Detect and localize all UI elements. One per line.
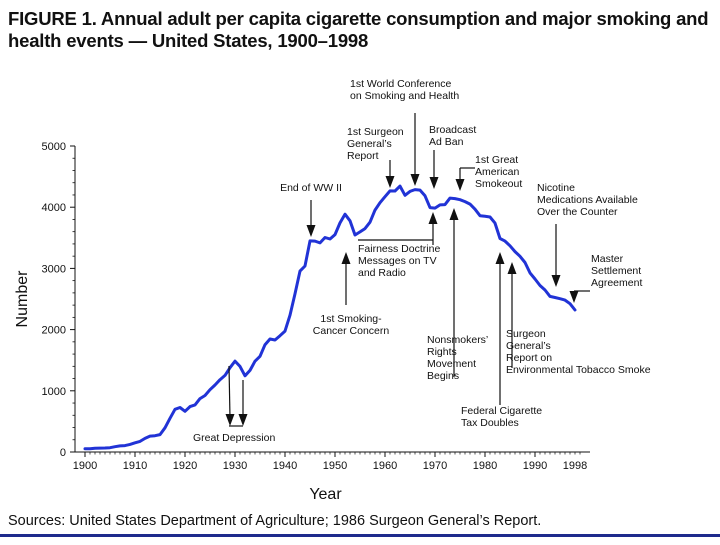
annotation-label-line: Rights xyxy=(427,346,457,358)
annotation-0: Great Depression xyxy=(193,366,275,444)
annotation-label: Master Settlement Agreement xyxy=(591,253,642,289)
annotation-7: 1st Great American Smokeout xyxy=(456,154,523,191)
annotation-arrow-head xyxy=(508,262,517,274)
annotation-label-line: General’s xyxy=(506,340,551,352)
annotation-label: 1st Great American Smokeout xyxy=(475,154,522,190)
x-tick-label: 1970 xyxy=(423,460,447,472)
annotation-label-line: End of WW II xyxy=(280,182,342,194)
annotation-label: Surgeon General’s Report on Environmental T… xyxy=(506,328,651,376)
x-tick-label: 1910 xyxy=(123,460,147,472)
annotation-label: Broadcast Ad Ban xyxy=(429,124,476,148)
annotation-label-line: 1st World Conference xyxy=(350,78,452,90)
y-tick-label: 1000 xyxy=(42,386,66,398)
annotation-label: 1st Surgeon General’s Report xyxy=(347,126,404,162)
annotation-6: Broadcast Ad Ban xyxy=(429,124,476,189)
annotation-label: Great Depression xyxy=(193,432,275,444)
annotation-label-line: Nicotine xyxy=(537,182,575,194)
annotation-label-line: and Radio xyxy=(358,267,406,279)
y-tick-label: 5000 xyxy=(42,141,66,153)
x-tick-label: 1960 xyxy=(373,460,397,472)
annotation-label-line: General’s xyxy=(347,138,392,150)
annotation-label-line: Tax Doubles xyxy=(461,417,519,429)
annotation-arrow-head xyxy=(570,291,579,303)
annotation-arrow-head xyxy=(239,414,248,426)
y-axis-label: Number xyxy=(14,270,31,328)
x-tick-label: 1920 xyxy=(173,460,197,472)
annotation-arrow-head xyxy=(456,179,465,191)
annotation-label-line: Fairness Doctrine xyxy=(358,243,440,255)
annotation-arrow-head xyxy=(411,174,420,186)
x-tick-label: 1900 xyxy=(73,460,97,472)
annotation-label-line: 1st Smoking- xyxy=(320,313,382,325)
annotation-label-line: Smokeout xyxy=(475,178,522,190)
annotation-label-line: Report on xyxy=(506,352,552,364)
annotation-label-line: Messages on TV xyxy=(358,255,437,267)
annotation-label-line: Over the Counter xyxy=(537,206,618,218)
bottom-divider xyxy=(0,534,720,537)
annotation-label-line: Movement xyxy=(427,358,476,370)
annotation-label-line: on Smoking and Health xyxy=(350,90,459,102)
annotation-label-line: Master xyxy=(591,253,624,265)
annotation-label: Nonsmokers’ Rights Movement Begins xyxy=(427,334,488,382)
annotation-5: 1st Surgeon General’s Report xyxy=(347,126,404,188)
chart-container: 0 1000 2000 3000 4000 5000 1900 1910 1920 1930 194… xyxy=(0,0,720,540)
x-tick-label: 1990 xyxy=(523,460,547,472)
annotation-8: Nonsmokers’ Rights Movement Begins xyxy=(427,208,488,382)
annotation-arrow-head xyxy=(429,212,438,224)
annotation-label: 1st World Conference on Smoking and Healt… xyxy=(350,78,459,102)
annotation-label: End of WW II xyxy=(280,182,342,194)
annotation-arrow-head xyxy=(386,176,395,188)
annotation-label: Federal Cigarette Tax Doubles xyxy=(461,405,542,429)
annotation-arrow-head xyxy=(430,177,439,189)
annotation-label-line: Settlement xyxy=(591,265,641,277)
annotation-label-line: Environmental Tobacco Smoke xyxy=(506,364,651,376)
annotation-arrow-head xyxy=(226,414,235,426)
annotation-label-line: Agreement xyxy=(591,277,642,289)
annotation-arrow-head xyxy=(450,208,459,220)
annotation-label-line: American xyxy=(475,166,520,178)
y-tick-label: 0 xyxy=(60,447,66,459)
annotation-label: 1st Smoking-Cancer Concern xyxy=(313,313,390,337)
annotation-label-line: Great Depression xyxy=(193,432,275,444)
annotation-arrow-head xyxy=(496,252,505,264)
annotation-label-line: Ad Ban xyxy=(429,136,464,148)
annotations-group: Great Depression End of WW II 1st Smoking-… xyxy=(193,78,651,444)
y-tick-label: 4000 xyxy=(42,202,66,214)
x-tick-label: 1980 xyxy=(473,460,497,472)
x-tick-label: 1930 xyxy=(223,460,247,472)
annotation-arrow-head xyxy=(307,225,316,237)
x-tick-label: 1950 xyxy=(323,460,347,472)
annotation-label-line: 1st Surgeon xyxy=(347,126,404,138)
consumption-line-chart: 0 1000 2000 3000 4000 5000 1900 1910 1920 1930 194… xyxy=(0,0,720,540)
annotation-arrow-head xyxy=(342,252,351,264)
annotation-label-line: Nonsmokers’ xyxy=(427,334,488,346)
x-tick-label: 1998 xyxy=(563,460,587,472)
annotation-1: End of WW II xyxy=(280,182,342,237)
x-tick-label: 1940 xyxy=(273,460,297,472)
x-axis-label: Year xyxy=(309,486,342,503)
sources-note: Sources: United States Department of Agr… xyxy=(8,513,541,529)
annotation-label: Nicotine Medications Available Over the Co… xyxy=(537,182,638,218)
annotation-label-line: Report xyxy=(347,150,379,162)
annotation-label-line: Broadcast xyxy=(429,124,476,136)
y-tick-label: 2000 xyxy=(42,325,66,337)
annotation-label-line: Medications Available xyxy=(537,194,638,206)
annotation-label-line: 1st Great xyxy=(475,154,518,166)
annotation-label: Fairness Doctrine Messages on TV and Radio xyxy=(358,243,440,279)
annotation-12: Master Settlement Agreement xyxy=(570,253,643,303)
annotation-label-line: Federal Cigarette xyxy=(461,405,542,417)
annotation-arrow-head xyxy=(552,275,561,287)
y-tick-label: 3000 xyxy=(42,263,66,275)
annotation-arrow-shaft xyxy=(229,366,230,418)
annotation-label-line: Cancer Concern xyxy=(313,325,390,337)
